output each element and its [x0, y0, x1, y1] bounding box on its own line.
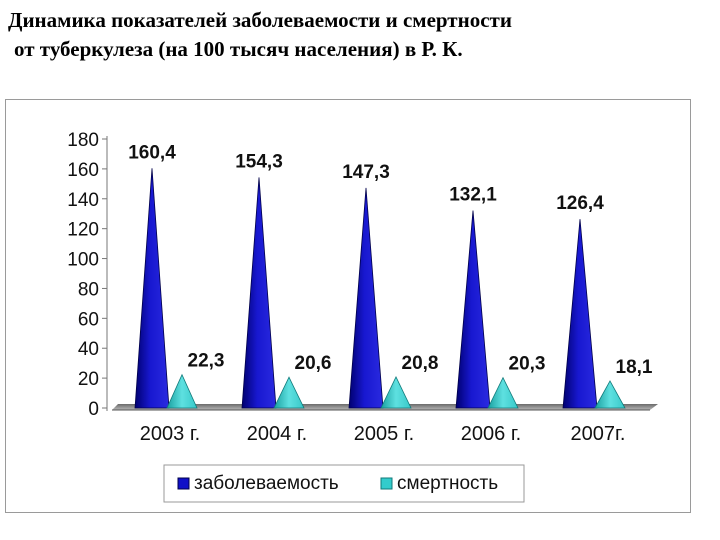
legend-label-заболеваемость: заболеваемость [194, 473, 339, 494]
x-tick-label: 2004 г. [247, 423, 307, 445]
y-tick-label: 100 [67, 250, 99, 271]
x-tick-label: 2003 г. [140, 423, 200, 445]
x-tick-label: 2006 г. [461, 423, 521, 445]
data-label-заболеваемость: 132,1 [449, 185, 497, 206]
data-label-смертность: 20,8 [402, 353, 439, 374]
data-label-смертность: 20,3 [509, 354, 546, 375]
x-tick-label: 2007г. [571, 423, 626, 445]
bar-смертность [166, 373, 198, 409]
data-label-заболеваемость: 126,4 [556, 193, 604, 214]
bar-смертность [380, 375, 412, 409]
legend-box [163, 464, 525, 503]
legend-swatch-заболеваемость [177, 477, 190, 490]
bar-смертность [273, 376, 305, 409]
bar-заболеваемость [562, 219, 598, 409]
y-tick-label: 60 [78, 309, 99, 330]
bar-заболеваемость [241, 177, 277, 409]
y-tick-label: 80 [78, 279, 99, 300]
y-tick-label: 180 [67, 130, 99, 151]
x-tick-label: 2005 г. [354, 423, 414, 445]
chart-title-line-2: от туберкулеза (на 100 тысяч населения) … [14, 37, 463, 61]
bar-заболеваемость [455, 210, 491, 409]
chart-title-line-1: Динамика показателей заболеваемости и см… [8, 8, 512, 32]
data-label-смертность: 22,3 [188, 351, 225, 372]
y-tick-label: 120 [67, 220, 99, 241]
data-label-заболеваемость: 147,3 [342, 162, 390, 183]
data-label-смертность: 18,1 [616, 357, 653, 378]
data-label-заболеваемость: 154,3 [235, 151, 283, 172]
bar-смертность [487, 376, 519, 409]
y-tick-label: 160 [67, 160, 99, 181]
bar-заболеваемость [134, 168, 170, 409]
legend-label-смертность: смертность [397, 473, 498, 494]
data-label-смертность: 20,6 [295, 353, 332, 374]
y-tick-label: 20 [78, 369, 99, 390]
bar-заболеваемость [348, 187, 384, 409]
y-tick-label: 0 [88, 399, 99, 420]
y-tick-label: 140 [67, 190, 99, 211]
data-label-заболеваемость: 160,4 [128, 142, 176, 163]
bar-смертность [594, 380, 626, 409]
legend-swatch-смертность [380, 477, 393, 490]
chart-title: Динамика показателей заболеваемости и см… [8, 6, 512, 64]
y-tick-label: 40 [78, 339, 99, 360]
